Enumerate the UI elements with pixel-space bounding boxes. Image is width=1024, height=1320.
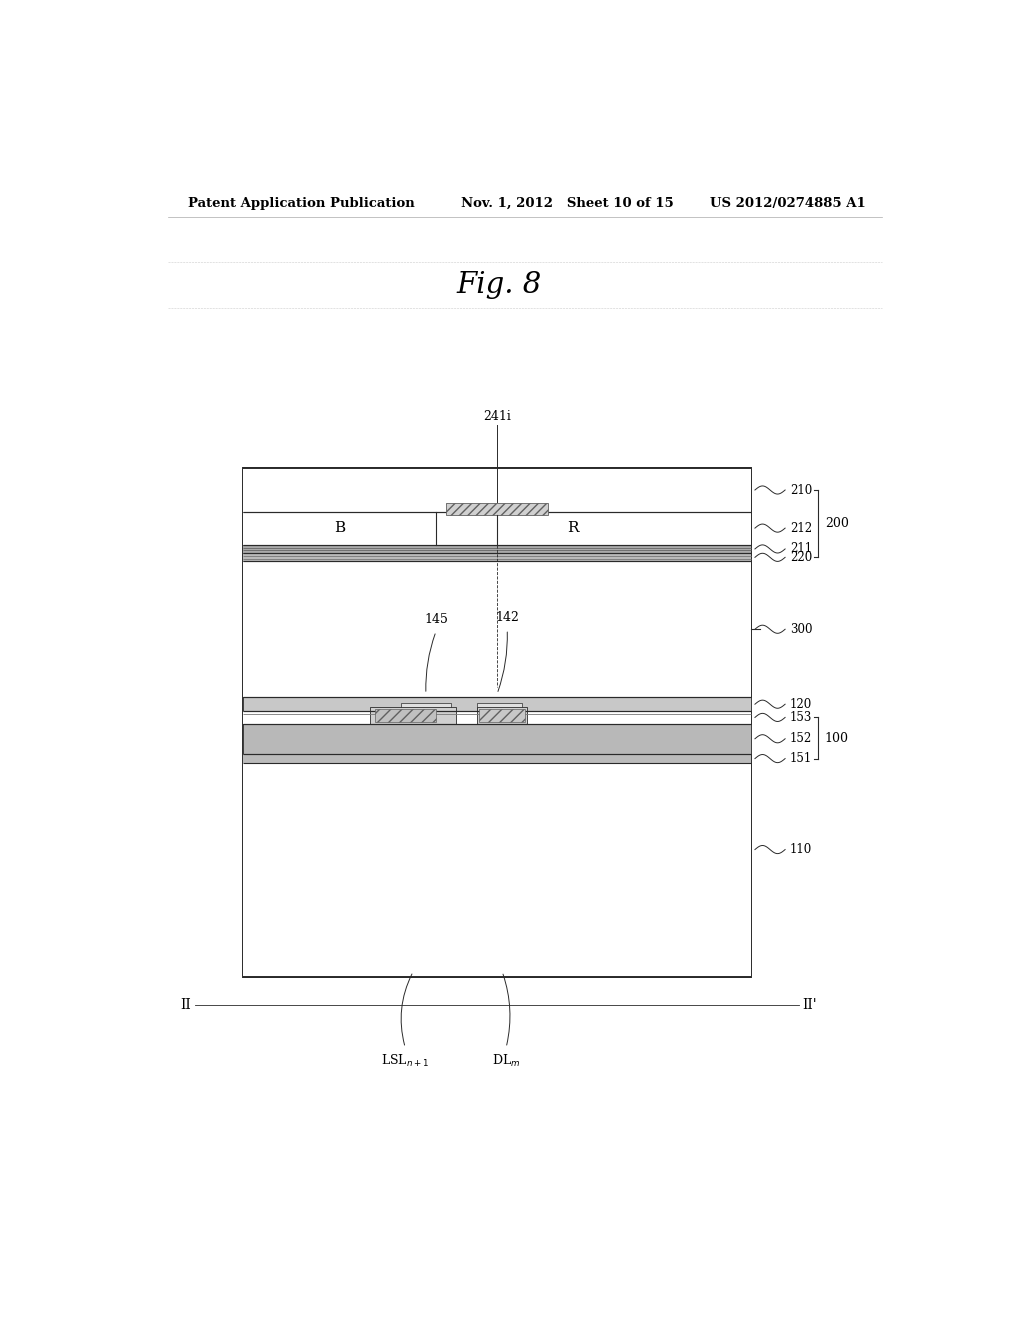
Text: 142: 142 xyxy=(496,611,519,623)
Text: 110: 110 xyxy=(790,843,812,857)
Bar xyxy=(375,709,436,722)
Text: 153: 153 xyxy=(790,711,812,723)
Bar xyxy=(400,702,452,711)
Text: II: II xyxy=(181,998,191,1012)
Text: 210: 210 xyxy=(790,483,812,496)
Text: 220: 220 xyxy=(790,550,812,564)
Text: 200: 200 xyxy=(824,517,849,531)
Text: 120: 120 xyxy=(790,698,812,710)
Bar xyxy=(243,723,751,754)
Text: Patent Application Publication: Patent Application Publication xyxy=(187,197,415,210)
Text: Fig. 8: Fig. 8 xyxy=(457,272,542,300)
Bar xyxy=(243,711,751,723)
Bar xyxy=(243,512,751,545)
Text: 100: 100 xyxy=(824,731,849,744)
Text: 152: 152 xyxy=(790,733,812,746)
Text: 145: 145 xyxy=(424,612,449,626)
Bar xyxy=(477,702,522,711)
Text: LSL$_{n+1}$: LSL$_{n+1}$ xyxy=(381,1053,429,1069)
Bar xyxy=(243,697,751,711)
Bar xyxy=(243,469,751,977)
Bar xyxy=(243,545,751,553)
Polygon shape xyxy=(370,706,457,723)
Text: R: R xyxy=(567,521,579,535)
Bar xyxy=(479,709,525,722)
Text: 211: 211 xyxy=(790,543,812,556)
Text: II': II' xyxy=(803,998,817,1012)
Bar xyxy=(243,469,751,512)
Bar xyxy=(446,503,548,515)
Bar xyxy=(243,754,751,763)
Text: 212: 212 xyxy=(790,521,812,535)
Text: Nov. 1, 2012   Sheet 10 of 15: Nov. 1, 2012 Sheet 10 of 15 xyxy=(461,197,674,210)
Text: 151: 151 xyxy=(790,752,812,766)
Bar xyxy=(243,553,751,561)
Text: B: B xyxy=(334,521,345,535)
Text: DL$_m$: DL$_m$ xyxy=(492,1053,520,1069)
Bar xyxy=(243,561,751,697)
Polygon shape xyxy=(477,706,527,723)
Text: 300: 300 xyxy=(790,623,812,636)
Text: 241i: 241i xyxy=(483,409,511,422)
Bar xyxy=(243,763,751,977)
Text: US 2012/0274885 A1: US 2012/0274885 A1 xyxy=(711,197,866,210)
